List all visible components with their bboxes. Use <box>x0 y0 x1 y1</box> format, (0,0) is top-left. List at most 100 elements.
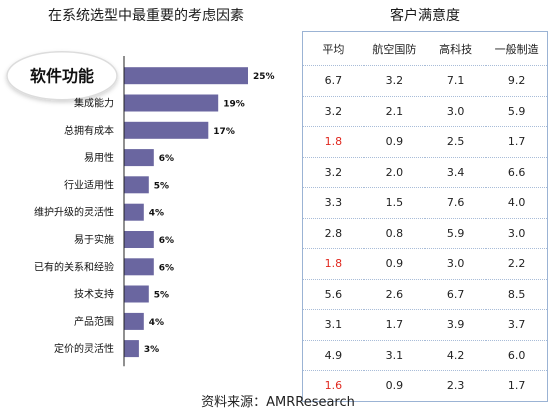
table-cell: 2.5 <box>425 126 487 158</box>
table-row: 3.2 2.0 3.4 6.6 <box>302 156 548 188</box>
category-label-4: 易用性 <box>84 151 114 164</box>
bar-4 <box>124 149 154 167</box>
table-cell: 3.1 <box>302 309 364 341</box>
category-label-11: 定价的灵活性 <box>54 342 114 355</box>
source-note: 资料来源：AMRResearch <box>201 395 355 410</box>
column-header-3: 高科技 <box>425 31 487 66</box>
table-cell: 7.1 <box>425 65 487 97</box>
table-cell: 4.2 <box>425 339 487 371</box>
table-cell: 0.8 <box>363 217 425 249</box>
table-row: 2.8 0.8 5.9 3.0 <box>302 217 548 249</box>
table-cell: 1.8 <box>302 248 364 280</box>
table-cell: 6.6 <box>486 156 548 188</box>
table-cell: 3.1 <box>363 339 425 371</box>
table-cell: 5.6 <box>302 278 364 310</box>
bar-3 <box>124 121 209 139</box>
table-cell: 2.2 <box>486 248 548 280</box>
table-cell: 3.9 <box>425 309 487 341</box>
bar-6 <box>124 203 144 221</box>
table-body: 6.7 3.2 7.1 9.2 3.2 2.1 3.0 5.9 1.8 0.9 2.5 1.7 3.2 2… <box>302 65 548 402</box>
category-label-3: 总拥有成本 <box>64 124 114 137</box>
table-cell: 6.0 <box>486 339 548 371</box>
bar-11 <box>124 340 139 358</box>
chart-title: 在系统选型中最重要的考虑因素 <box>48 8 244 24</box>
table-header-row: 平均 航空国防 高科技 一般制造 <box>302 31 548 66</box>
table-cell: 2.8 <box>302 217 364 249</box>
value-label-1: 25% <box>253 72 275 82</box>
table-row: 3.2 2.1 3.0 5.9 <box>302 95 548 127</box>
table-title: 客户满意度 <box>390 8 460 24</box>
value-label-10: 4% <box>149 318 164 328</box>
category-label-1: 软件功能 <box>30 67 94 86</box>
table-cell: 5.9 <box>486 95 548 127</box>
table-cell: 1.7 <box>486 370 548 402</box>
table-cell: 3.7 <box>486 309 548 341</box>
value-label-2: 19% <box>223 100 245 110</box>
value-label-11: 3% <box>144 345 159 355</box>
table-cell: 1.8 <box>302 126 364 158</box>
table-cell: 0.9 <box>363 126 425 158</box>
table-row: 4.9 3.1 4.2 6.0 <box>302 339 548 371</box>
bar-8 <box>124 258 154 276</box>
table-row: 1.6 0.9 2.3 1.7 <box>302 370 548 402</box>
table-cell: 0.9 <box>363 370 425 402</box>
category-label-2: 集成能力 <box>74 97 114 110</box>
category-label-9: 技术支持 <box>74 288 114 301</box>
table-cell: 3.4 <box>425 156 487 188</box>
table-cell: 2.6 <box>363 278 425 310</box>
table-cell: 2.3 <box>425 370 487 402</box>
table-cell: 1.5 <box>363 187 425 219</box>
table-cell: 3.3 <box>302 187 364 219</box>
bar-9 <box>124 285 149 303</box>
table-cell: 6.7 <box>302 65 364 97</box>
category-label-7: 易于实施 <box>74 233 114 246</box>
satisfaction-table: 平均 航空国防 高科技 一般制造 6.7 3.2 7.1 9.2 3.2 2.1 3.0 5.9 1.… <box>302 31 548 402</box>
bar-7 <box>124 231 154 248</box>
bar-5 <box>124 176 149 194</box>
table-cell: 2.0 <box>363 156 425 188</box>
bar-1 <box>124 67 248 85</box>
table-cell: 3.0 <box>486 217 548 249</box>
category-label-10: 产品范围 <box>74 315 114 328</box>
table-cell: 1.6 <box>302 370 364 402</box>
bar-chart: 25% 软件功能 19% 集成能力 17% 总拥有成本 6% 易用性 5% 行业适用性 4% 维护升级… <box>6 50 275 367</box>
table-row: 3.1 1.7 3.9 3.7 <box>302 309 548 341</box>
value-label-6: 4% <box>149 209 164 219</box>
table-row: 1.8 0.9 3.0 2.2 <box>302 248 548 280</box>
table-cell: 5.9 <box>425 217 487 249</box>
table-cell: 3.2 <box>302 95 364 127</box>
table-cell: 0.9 <box>363 248 425 280</box>
column-header-2: 航空国防 <box>363 31 425 66</box>
table-row: 6.7 3.2 7.1 9.2 <box>302 65 548 97</box>
category-label-8: 已有的关系和经验 <box>34 260 114 273</box>
table-cell: 3.2 <box>302 156 364 188</box>
value-label-7: 6% <box>159 236 174 246</box>
table-cell: 7.6 <box>425 187 487 219</box>
column-header-4: 一般制造 <box>486 31 548 66</box>
value-label-3: 17% <box>213 127 235 137</box>
value-label-5: 5% <box>154 181 169 191</box>
bar-2 <box>124 94 219 112</box>
table-row: 1.8 0.9 2.5 1.7 <box>302 126 548 158</box>
value-label-4: 6% <box>159 154 174 164</box>
table-cell: 1.7 <box>363 309 425 341</box>
table-row: 5.6 2.6 6.7 8.5 <box>302 278 548 310</box>
table-cell: 8.5 <box>486 278 548 310</box>
table-row: 3.3 1.5 7.6 4.0 <box>302 187 548 219</box>
column-header-1: 平均 <box>302 31 364 66</box>
highlight-oval <box>6 50 118 101</box>
bar-10 <box>124 312 144 330</box>
table-cell: 3.2 <box>363 65 425 97</box>
value-label-8: 6% <box>159 263 174 273</box>
table-cell: 4.9 <box>302 339 364 371</box>
category-label-6: 维护升级的灵活性 <box>34 206 114 219</box>
table-cell: 1.7 <box>486 126 548 158</box>
table-cell: 3.0 <box>425 95 487 127</box>
category-label-5: 行业适用性 <box>64 178 114 191</box>
table-cell: 9.2 <box>486 65 548 97</box>
table-cell: 2.1 <box>363 95 425 127</box>
table-cell: 3.0 <box>425 248 487 280</box>
table-cell: 4.0 <box>486 187 548 219</box>
table-cell: 6.7 <box>425 278 487 310</box>
value-label-9: 5% <box>154 291 169 301</box>
